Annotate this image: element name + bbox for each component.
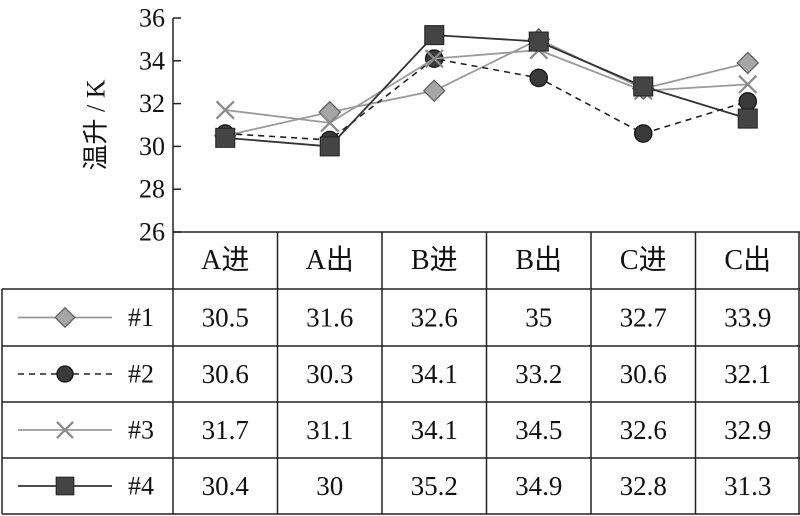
series-line-2 <box>225 57 748 141</box>
series-line-4 <box>225 34 749 148</box>
series-3-point-1 <box>320 113 340 133</box>
y-tick-label-34: 34 <box>139 46 165 75</box>
table-cell-2-3: 33.2 <box>515 359 562 389</box>
legend-circle-icon <box>56 365 74 383</box>
y-tick-label-32: 32 <box>139 89 165 118</box>
category-label-3: B出 <box>515 244 562 276</box>
series-2-point-3 <box>529 68 549 88</box>
table-cell-4-0: 30.4 <box>202 471 250 501</box>
category-label-1: A出 <box>306 244 354 276</box>
table-cell-4-2: 35.2 <box>411 471 458 501</box>
table-cell-2-2: 34.1 <box>411 359 458 389</box>
legend-label-3: #3 <box>128 416 154 445</box>
table-cell-2-1: 30.3 <box>306 359 353 389</box>
series-2-point-4 <box>633 124 653 143</box>
table-cell-1-3: 35 <box>525 303 552 333</box>
series-1-point-5 <box>736 51 760 75</box>
table-cell-3-4: 32.6 <box>620 415 667 445</box>
table-cell-4-4: 32.8 <box>620 471 667 501</box>
y-tick-label-28: 28 <box>139 175 165 204</box>
table-cell-3-3: 34.5 <box>515 415 562 445</box>
series-line-3 <box>225 49 748 124</box>
y-axis-title: 温升 / K <box>82 79 111 170</box>
legend-square-icon <box>55 476 75 496</box>
series-3-point-5 <box>738 74 758 94</box>
category-label-4: C进 <box>620 245 667 276</box>
legend-label-2: #2 <box>128 360 154 389</box>
series-4-point-1 <box>319 136 340 157</box>
series-4-point-4 <box>633 76 654 97</box>
table-cell-1-5: 33.9 <box>724 303 771 333</box>
category-label-0: A进 <box>201 245 249 276</box>
series-4-point-5 <box>737 108 758 129</box>
table-cell-1-1: 31.6 <box>306 303 353 333</box>
series-1-point-2 <box>422 79 446 103</box>
table-cell-3-2: 34.1 <box>411 415 458 445</box>
series-3-point-2 <box>424 49 444 69</box>
legend-x-icon <box>56 421 74 439</box>
category-label-2: B进 <box>411 245 458 276</box>
legend-diamond-icon <box>54 306 76 329</box>
table-cell-2-4: 30.6 <box>620 359 667 389</box>
legend-label-1: #1 <box>128 303 154 332</box>
y-tick-label-30: 30 <box>139 132 165 161</box>
table-cell-4-3: 34.9 <box>515 471 562 501</box>
series-4-point-3 <box>528 31 549 52</box>
table-cell-1-4: 32.7 <box>620 303 667 333</box>
legend-label-4: #4 <box>128 472 154 501</box>
table-cell-1-0: 30.5 <box>202 303 249 333</box>
y-tick-label-26: 26 <box>139 218 165 247</box>
series-4-point-2 <box>424 25 445 46</box>
category-label-5: C出 <box>724 244 771 276</box>
table-cell-4-1: 30 <box>316 471 343 501</box>
y-tick-label-36: 36 <box>139 4 165 33</box>
table-cell-3-0: 31.7 <box>202 415 249 445</box>
series-1-point-1 <box>318 100 342 124</box>
series-2-point-5 <box>738 92 758 111</box>
table-cell-1-2: 32.6 <box>411 303 458 333</box>
table-cell-2-5: 32.1 <box>724 359 771 389</box>
series-line-1 <box>225 38 748 137</box>
series-4-point-0 <box>215 127 236 148</box>
table-cell-3-5: 32.9 <box>724 415 771 445</box>
series-3-point-0 <box>215 100 235 120</box>
table-cell-2-0: 30.6 <box>202 359 249 389</box>
table-cell-3-1: 31.1 <box>306 415 353 445</box>
table-cell-4-5: 31.3 <box>724 471 771 501</box>
